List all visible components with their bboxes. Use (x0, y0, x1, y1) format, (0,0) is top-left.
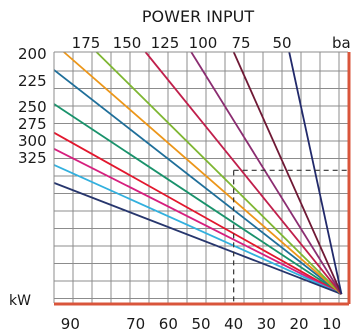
left-tick-label: 250 (18, 98, 47, 116)
series-line-300 (53, 164, 342, 295)
chart-title: POWER INPUT (142, 7, 254, 26)
left-tick-label: 300 (18, 132, 47, 150)
bottom-tick-labels: 90 70 60 50 40 30 20 10 (61, 315, 341, 333)
bottom-tick-label: 70 (126, 315, 145, 333)
series-line-150 (95, 51, 343, 295)
series-line-250 (53, 131, 342, 295)
left-tick-label: 200 (18, 45, 47, 63)
top-tick-label: 125 (151, 34, 180, 52)
top-axis-unit: bar (332, 34, 351, 52)
top-tick-label: 75 (231, 34, 250, 52)
top-tick-label: 50 (272, 34, 291, 52)
bottom-tick-label: 50 (191, 315, 210, 333)
bottom-tick-label: 60 (159, 315, 178, 333)
series-line-50 (288, 51, 343, 295)
left-tick-label: 275 (18, 115, 47, 133)
bottom-tick-label: 20 (289, 315, 308, 333)
series-line-325 (53, 182, 342, 295)
bottom-tick-label: 40 (224, 315, 243, 333)
left-tick-label: 225 (18, 72, 47, 90)
top-tick-label: 175 (72, 34, 101, 52)
series-line-200 (53, 69, 343, 295)
bottom-tick-label: 30 (257, 315, 276, 333)
chart-frame (53, 51, 351, 306)
bottom-tick-label: 10 (322, 315, 341, 333)
series-line-225 (53, 103, 342, 295)
data-lines (53, 51, 343, 295)
left-tick-label: 325 (18, 149, 47, 167)
top-tick-label: 150 (113, 34, 142, 52)
top-tick-labels: 175 150 125 100 75 50 (72, 34, 292, 52)
top-tick-label: 100 (189, 34, 218, 52)
series-line-100 (190, 51, 343, 295)
series-line-275 (53, 148, 342, 295)
series-line-125 (144, 51, 343, 295)
series-line-75 (232, 51, 343, 295)
bottom-tick-label: 90 (61, 315, 80, 333)
bottom-axis-unit: kW (9, 293, 31, 309)
guide-lines (233, 169, 348, 303)
series-line-175 (63, 51, 343, 295)
grid-lines (54, 52, 348, 303)
